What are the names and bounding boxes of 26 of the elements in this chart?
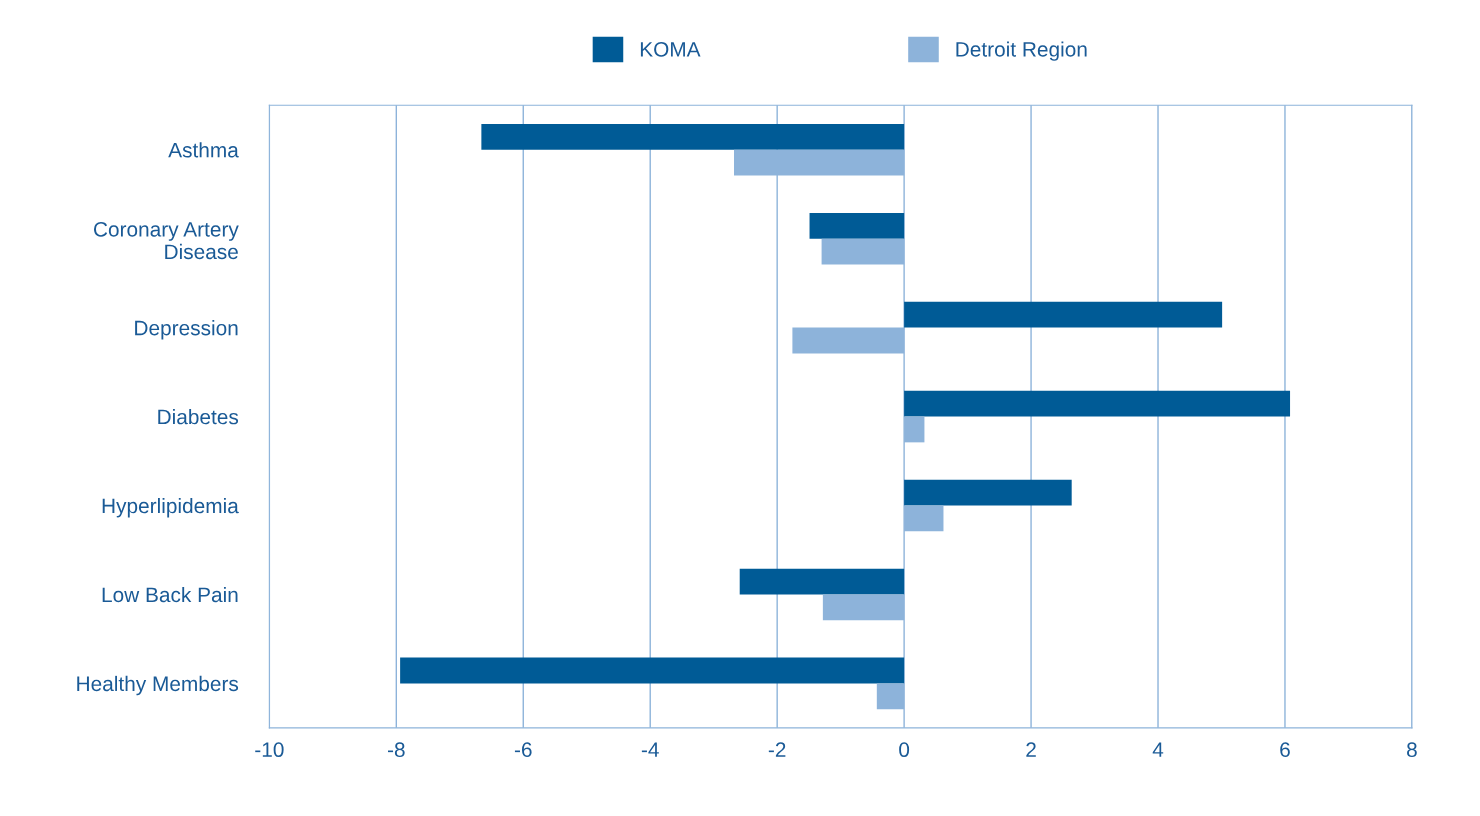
x-tick-label: -6	[514, 742, 532, 758]
bar	[481, 123, 905, 150]
x-tick-label: 8	[1407, 742, 1417, 758]
x-tick-label: -10	[255, 742, 284, 758]
bar	[739, 568, 905, 595]
bar	[904, 479, 1072, 506]
y-tick-label: Hyperlipidemia	[102, 497, 239, 518]
legend-label: Detroit Region	[956, 41, 1087, 61]
y-tick-label: Coronary Artery Disease	[93, 221, 239, 260]
bar	[400, 657, 905, 684]
y-tick-label: Low Back Pain	[102, 586, 238, 603]
bar	[904, 390, 1291, 417]
x-tick-label: 4	[1152, 742, 1164, 757]
bar	[904, 301, 1223, 328]
x-tick-label: 0	[899, 742, 910, 758]
x-tick-label: 2	[1026, 742, 1036, 757]
y-tick-label: Diabetes	[158, 409, 239, 425]
x-tick-label: -2	[768, 742, 786, 757]
x-tick-label: 6	[1280, 742, 1290, 758]
y-tick-label: Healthy Members	[77, 675, 239, 696]
y-tick-label: Depression	[135, 320, 238, 340]
y-tick-label: Asthma	[168, 142, 239, 158]
legend-label: KOMA	[640, 41, 701, 57]
x-tick-label: -8	[387, 742, 405, 758]
x-tick-label: -4	[641, 742, 659, 757]
bar	[809, 212, 905, 239]
